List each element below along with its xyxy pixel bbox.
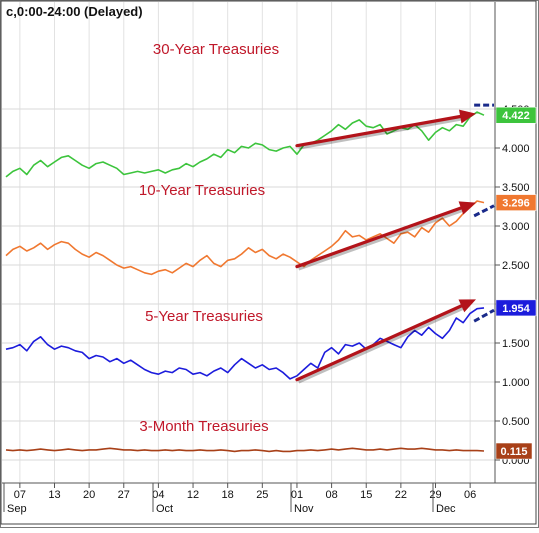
last-value-badge	[495, 442, 533, 460]
last-value-badge	[495, 299, 537, 317]
x-tick-label: 08	[325, 489, 337, 501]
y-tick-label: 3.000	[502, 221, 530, 233]
month-label: Oct	[156, 503, 173, 515]
y-tick-label: 0.500	[502, 416, 530, 428]
x-tick-label: 22	[395, 489, 407, 501]
series-name-label: 30-Year Treasuries	[153, 41, 279, 58]
series-lines	[5, 111, 485, 453]
last-value-badge	[495, 106, 537, 124]
series-line-3	[5, 447, 485, 453]
series-names: 30-Year Treasuries 10-Year Treasuries 5-Ye…	[139, 41, 279, 435]
trend-arrow-shadow	[298, 116, 463, 150]
trend-arrow-shaft	[295, 206, 463, 269]
x-tick-label: 07	[14, 489, 26, 501]
forecast-dashes	[473, 103, 495, 323]
x-tick-label: 27	[118, 489, 130, 501]
last-value-label: 1.954	[502, 303, 530, 315]
x-tick-label: 18	[222, 489, 234, 501]
vertical-grid	[19, 2, 471, 483]
x-tick-label: 20	[83, 489, 95, 501]
trend-arrow-shaft	[295, 304, 464, 382]
x-tick-label: 25	[256, 489, 268, 501]
trend-arrow-head	[458, 299, 476, 313]
month-label: Sep	[7, 503, 27, 515]
trend-arrows	[295, 109, 476, 384]
x-tick-label: 06	[464, 489, 476, 501]
x-tick-label: 15	[360, 489, 372, 501]
trend-arrow-head	[459, 109, 476, 124]
last-value-badge	[495, 194, 537, 211]
x-tick-label: 01	[291, 489, 303, 501]
trend-arrow-shadow	[297, 306, 464, 384]
y-axis-ticks: 4.5004.0003.5003.0002.5002.0001.5001.000…	[495, 104, 530, 467]
y-tick-label: 4.000	[502, 143, 530, 155]
series-name-label: 3-Month Treasuries	[139, 418, 268, 435]
x-tick-label: 12	[187, 489, 199, 501]
trend-arrow-shaft	[295, 114, 462, 148]
month-label: Dec	[436, 503, 456, 515]
last-value-badges: 4.422 3.296 1.954 0.115	[495, 106, 537, 460]
forecast-dash	[473, 204, 495, 218]
y-tick-label: 3.500	[502, 182, 530, 194]
horizontal-grid	[2, 108, 495, 461]
series-line-0	[5, 111, 485, 178]
series-line-1	[5, 200, 485, 276]
y-tick-label: 2.500	[502, 260, 530, 272]
x-tick-label: 04	[152, 489, 164, 501]
x-tick-label: 29	[429, 489, 441, 501]
trend-arrow-shadow	[297, 208, 464, 271]
month-labels: Sep Oct Nov Dec	[3, 483, 456, 515]
last-value-label: 4.422	[502, 110, 530, 122]
y-tick-label: 1.000	[502, 377, 530, 389]
trend-arrow-head	[458, 201, 476, 215]
series-line-2	[5, 307, 485, 380]
chart-header-title: c,0:00-24:00 (Delayed)	[6, 4, 143, 19]
y-tick-label: 1.500	[502, 338, 530, 350]
last-value-label: 0.115	[501, 446, 528, 458]
last-value-label: 3.296	[502, 198, 530, 210]
month-label: Nov	[294, 503, 314, 515]
x-axis-ticks: 07 13 20 27 04 12 18 25 01 08 15 22 29 06	[14, 483, 476, 501]
series-name-label: 10-Year Treasuries	[139, 182, 265, 199]
forecast-dash	[473, 308, 495, 323]
series-name-label: 5-Year Treasuries	[145, 308, 263, 325]
x-tick-label: 13	[48, 489, 60, 501]
